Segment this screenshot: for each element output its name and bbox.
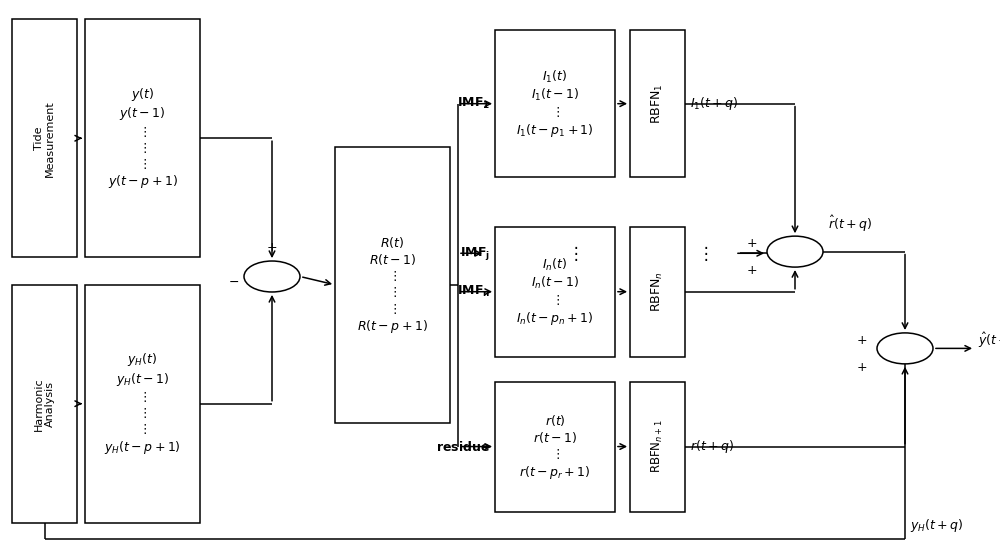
Text: Harmonic
Analysis: Harmonic Analysis [34,377,55,430]
Text: +: + [857,333,867,347]
Circle shape [244,261,300,292]
Circle shape [877,333,933,364]
Bar [630,382,685,512]
Text: Tide
Measurement: Tide Measurement [34,100,55,176]
Text: +: + [747,237,757,250]
Text: $I_1(t)$
$I_1(t-1)$
$\vdots$
$I_1(t-p_1+1)$: $I_1(t)$ $I_1(t-1)$ $\vdots$ $I_1(t-p_1+… [516,69,594,139]
Bar [85,285,200,523]
Text: $y_H(t+q)$: $y_H(t+q)$ [910,517,964,534]
Bar [12,285,77,523]
Text: RBFN$_{n+1}$: RBFN$_{n+1}$ [650,420,665,473]
Text: $r(t+q)$: $r(t+q)$ [690,438,734,455]
Text: +: + [267,241,277,254]
Bar [630,30,685,177]
Text: RBFN$_1$: RBFN$_1$ [650,84,665,124]
Text: $\hat{y}(t+q)$: $\hat{y}(t+q)$ [978,331,1000,349]
Bar [495,382,615,512]
Bar [495,30,615,177]
Text: $\mathbf{IMF_j}$: $\mathbf{IMF_j}$ [460,245,490,262]
Bar [85,19,200,257]
Text: +: + [857,361,867,374]
Text: $\hat{r}(t+q)$: $\hat{r}(t+q)$ [828,214,872,234]
Circle shape [767,236,823,267]
Text: $y_H(t)$
$y_H(t-1)$
$\vdots$
$\vdots$
$\vdots$
$y_H(t-p+1)$: $y_H(t)$ $y_H(t-1)$ $\vdots$ $\vdots$ $\… [104,352,181,456]
Text: $I_n(t)$
$I_n(t-1)$
$\vdots$
$I_n(t-p_n+1)$: $I_n(t)$ $I_n(t-1)$ $\vdots$ $I_n(t-p_n+… [516,257,594,327]
Text: $\mathbf{IMF_n}$: $\mathbf{IMF_n}$ [457,284,490,299]
Text: $r(t)$
$r(t-1)$
$\vdots$
$r(t-p_r+1)$: $r(t)$ $r(t-1)$ $\vdots$ $r(t-p_r+1)$ [519,413,591,481]
Text: $\mathbf{IMF_1}$: $\mathbf{IMF_1}$ [457,96,490,111]
Bar [630,227,685,357]
Bar [335,147,450,423]
Text: $I_1(t+q)$: $I_1(t+q)$ [690,95,738,112]
Text: $\mathbf{residue}$: $\mathbf{residue}$ [436,440,490,453]
Bar [12,19,77,257]
Text: +: + [747,264,757,278]
Text: −: − [229,275,239,289]
Bar [495,227,615,357]
Text: $\vdots$: $\vdots$ [567,244,579,263]
Text: $\vdots$: $\vdots$ [697,244,709,263]
Text: $y(t)$
$y(t-1)$
$\vdots$
$\vdots$
$\vdots$
$y(t-p+1)$: $y(t)$ $y(t-1)$ $\vdots$ $\vdots$ $\vdot… [108,86,177,190]
Text: $R(t)$
$R(t-1)$
$\vdots$
$\vdots$
$\vdots$
$R(t-p+1)$: $R(t)$ $R(t-1)$ $\vdots$ $\vdots$ $\vdot… [357,234,428,335]
Text: RBFN$_n$: RBFN$_n$ [650,272,665,312]
